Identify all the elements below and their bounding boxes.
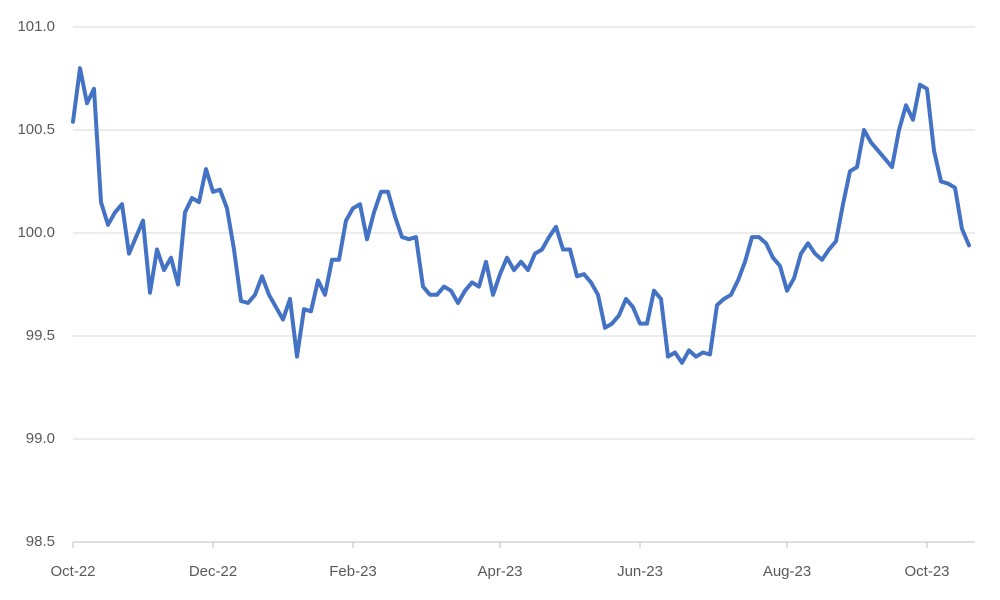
y-tick-label: 101.0 — [17, 18, 55, 35]
x-tick-label: Oct-22 — [50, 563, 95, 580]
x-tick-label: Jun-23 — [617, 563, 663, 580]
y-tick-label: 100.5 — [17, 121, 55, 138]
y-tick-label: 99.5 — [26, 327, 55, 344]
line-series — [71, 66, 971, 365]
x-tick-label: Feb-23 — [329, 563, 377, 580]
x-tick-label: Aug-23 — [763, 563, 811, 580]
x-tick-label: Dec-22 — [189, 563, 237, 580]
y-tick-label: 100.0 — [17, 224, 55, 241]
x-tick-label: Apr-23 — [477, 563, 522, 580]
y-tick-label: 99.0 — [26, 430, 55, 447]
y-tick-label: 98.5 — [26, 533, 55, 550]
x-tick-label: Oct-23 — [904, 563, 949, 580]
